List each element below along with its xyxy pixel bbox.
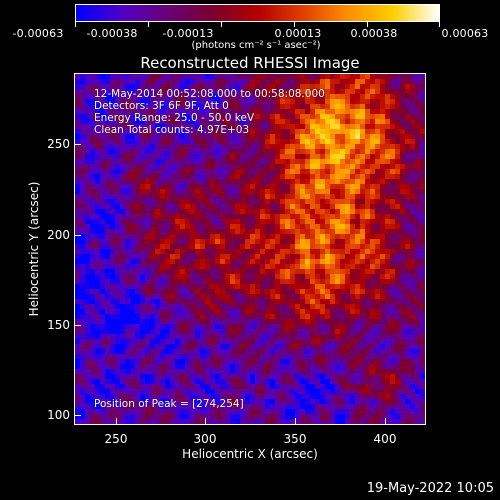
info-time-range: 12-May-2014 00:52:08.000 to 00:58:08.000 [94,88,325,100]
x-tick-label: 350 [283,432,307,446]
colorbar-tick-label: -0.00013 [162,27,214,40]
colorbar-tick-label: 0.00013 [274,27,322,40]
colorbar-tick-label: 0.00038 [350,27,398,40]
colorbar-tick [148,22,149,27]
plot-title: Reconstructed RHESSI Image [140,54,360,72]
colorbar-tick-label: -0.00038 [86,27,138,40]
colorbar-units: (photons cm⁻² s⁻¹ asec⁻²) [191,40,321,51]
y-tick-mark [75,415,81,416]
y-tick-mark [75,325,81,326]
x-axis-label: Heliocentric X (arcsec) [182,447,318,461]
y-tick-label: 100 [47,408,70,422]
footer-date: 19-May-2022 10:05 [366,481,494,496]
y-axis-label: Heliocentric Y (arcsec) [27,181,41,317]
info-energy-range: Energy Range: 25.0 - 50.0 keV [94,112,255,124]
image-plot: 12-May-2014 00:52:08.000 to 00:58:08.000… [74,73,426,425]
x-tick-mark [385,418,386,424]
y-tick-mark [75,235,81,236]
colorbar-tick-label: -0.00063 [12,27,64,40]
colorbar-gradient [76,5,439,21]
y-tick-label: 250 [47,137,70,151]
colorbar-tick [221,22,222,27]
info-detectors: Detectors: 3F 6F 9F, Att 0 [94,100,229,112]
x-tick-mark [205,418,206,424]
info-clean-counts: Clean Total counts: 4.97E+03 [94,124,250,136]
colorbar [75,4,440,22]
colorbar-tick-label: 0.00063 [441,27,489,40]
x-tick-mark [295,418,296,424]
x-tick-label: 300 [193,432,217,446]
colorbar-tick [294,22,295,27]
colorbar-tick [75,22,76,27]
colorbar-tick [439,22,440,27]
reconstructed-image [75,74,425,424]
x-tick-label: 250 [104,432,128,446]
x-tick-mark [116,418,117,424]
x-tick-label: 400 [373,432,397,446]
y-tick-label: 150 [47,318,70,332]
y-tick-label: 200 [47,228,70,242]
colorbar-tick [367,22,368,27]
y-tick-mark [75,144,81,145]
peak-position-label: Position of Peak = [274,254] [94,398,244,410]
